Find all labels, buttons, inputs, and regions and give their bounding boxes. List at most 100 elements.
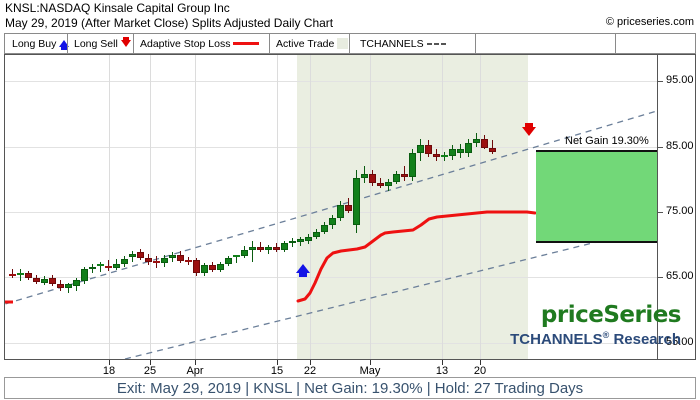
- candlestick: [201, 264, 208, 274]
- legend-item-long-sell: Long Sell: [71, 34, 131, 53]
- candlestick: [337, 205, 344, 219]
- candlestick: [49, 277, 56, 285]
- trade-summary-bar: Exit: May 29, 2019 | KNSL | Net Gain: 19…: [4, 377, 696, 399]
- overlay-lines: [5, 110, 658, 359]
- y-axis-tick: [657, 81, 663, 82]
- chart-subtitle: May 29, 2019 (After Market Close) Splits…: [5, 16, 334, 30]
- candlestick: [433, 154, 440, 157]
- legend-label-long-buy: Long Buy: [12, 37, 57, 50]
- candlestick: [17, 273, 24, 275]
- candlestick: [145, 257, 152, 263]
- chart-legend: Long Buy Long Sell Adaptive Stop Loss Ac…: [4, 33, 696, 54]
- chart-plot-area: Net Gain 19.30% 95.00 85.00 75.00 65.00 55.0…: [4, 54, 696, 360]
- legend-divider: [615, 34, 616, 53]
- x-axis-tick: [277, 360, 278, 365]
- candlestick: [177, 255, 184, 261]
- legend-item-stop-loss: Adaptive Stop Loss: [137, 34, 260, 53]
- y-axis-label: 75.00: [666, 205, 694, 217]
- x-axis-label: 25: [143, 365, 157, 377]
- candlestick: [25, 273, 32, 278]
- shade-swatch-icon: [337, 38, 349, 49]
- gridline-vertical: [442, 55, 443, 359]
- candlestick: [57, 284, 64, 289]
- candlestick: [369, 173, 376, 184]
- candle-wick: [236, 255, 237, 263]
- x-axis-label: 20: [473, 365, 487, 377]
- y-axis-tick: [657, 212, 663, 213]
- x-axis: 18 25 Apr 15 22 May 13 20: [4, 360, 696, 378]
- candle-wick: [404, 166, 405, 181]
- candle-wick: [252, 240, 253, 263]
- x-axis-tick: [480, 360, 481, 365]
- gridline-vertical: [150, 55, 151, 359]
- candlestick: [65, 284, 72, 289]
- candlestick: [377, 183, 384, 187]
- y-axis-label: 65.00: [666, 270, 694, 282]
- active-trade-shading: [297, 55, 528, 359]
- x-axis-label: 18: [102, 365, 116, 377]
- x-axis-tick: [370, 360, 371, 365]
- candle-wick: [12, 268, 13, 278]
- legend-item-tchannels: TCHANNELS: [357, 34, 446, 53]
- candlestick: [313, 231, 320, 237]
- x-axis-label: Apr: [186, 365, 204, 377]
- candlestick: [105, 266, 112, 269]
- candlestick: [249, 247, 256, 250]
- gridline-horizontal: [5, 277, 657, 278]
- candlestick: [385, 181, 392, 187]
- x-axis-tick: [195, 360, 196, 365]
- candlestick: [233, 255, 240, 258]
- candlestick: [449, 149, 456, 156]
- red-line-icon: [233, 42, 260, 45]
- legend-item-active-trade: Active Trade: [273, 34, 349, 53]
- candlestick: [465, 142, 472, 154]
- candlestick: [81, 269, 88, 282]
- candlestick: [289, 240, 296, 244]
- y-axis-label: 85.00: [666, 140, 694, 152]
- long-sell-marker: [522, 123, 536, 136]
- y-axis-tick: [657, 147, 663, 148]
- legend-item-long-buy: Long Buy: [9, 34, 70, 53]
- copyright-text: © priceseries.com: [605, 16, 694, 28]
- legend-divider: [349, 34, 350, 53]
- y-axis-label: 55.00: [666, 336, 694, 348]
- candlestick: [153, 261, 160, 264]
- candlestick: [33, 277, 40, 283]
- candlestick: [161, 257, 168, 263]
- gridline-vertical: [109, 55, 110, 359]
- gridline-vertical: [480, 55, 481, 359]
- gridline-horizontal: [5, 212, 657, 213]
- net-gain-label: Net Gain 19.30%: [565, 134, 649, 147]
- candlestick: [393, 173, 400, 182]
- candlestick: [401, 173, 408, 177]
- candlestick: [113, 264, 120, 269]
- candlestick: [297, 239, 304, 242]
- x-axis-label: 13: [435, 365, 449, 377]
- chart-header: KNSL:NASDAQ Kinsale Capital Group Inc Ma…: [0, 0, 700, 32]
- candlestick: [225, 258, 232, 265]
- priceseries-wordmark: priceSeries: [540, 302, 682, 328]
- candlestick: [169, 255, 176, 258]
- y-axis-label: 95.00: [666, 74, 694, 86]
- candlestick: [417, 145, 424, 154]
- up-arrow-icon: [59, 40, 70, 50]
- y-axis-line: [657, 55, 658, 359]
- candle-wick: [100, 262, 101, 273]
- candlestick: [345, 205, 352, 211]
- legend-label-tchannels: TCHANNELS: [360, 37, 424, 50]
- candle-wick: [20, 269, 21, 282]
- registered-mark-icon: ®: [602, 330, 610, 340]
- y-axis-tick: [657, 277, 663, 278]
- candlestick: [425, 145, 432, 155]
- x-axis-tick: [150, 360, 151, 365]
- gridline-vertical: [195, 55, 196, 359]
- candlestick: [481, 138, 488, 148]
- candlestick: [257, 247, 264, 251]
- x-axis-label: May: [359, 365, 381, 377]
- gridline-horizontal: [5, 147, 657, 148]
- candlestick: [121, 258, 128, 265]
- tchannels-research-wordmark: TCHANNELS® Research: [510, 330, 681, 348]
- candlestick: [73, 279, 80, 287]
- candlestick: [9, 273, 16, 276]
